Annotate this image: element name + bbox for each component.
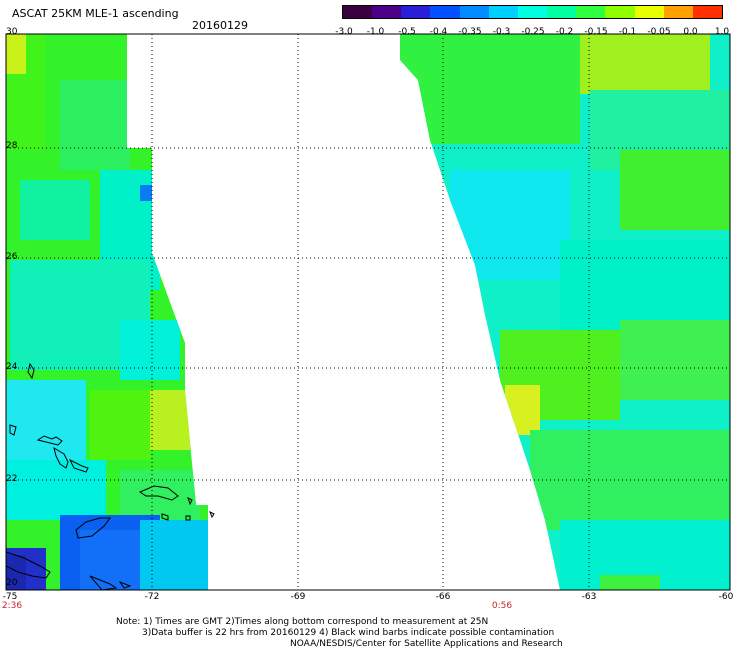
colorbar-tick-label: -0.15 — [584, 27, 608, 37]
colorbar-segment — [517, 6, 548, 18]
footnote-line-2: 3)Data buffer is 22 hrs from 20160129 4)… — [142, 628, 555, 638]
lat-label-30: 30 — [6, 27, 18, 37]
footnotes: Note: 1) Times are GMT 2)Times along bot… — [116, 617, 563, 650]
lat-label-20: 20 — [6, 578, 18, 588]
colorbar-segment — [663, 6, 693, 18]
lon-label-66: -66 — [435, 592, 451, 602]
colorbar-segment — [343, 6, 373, 18]
colorbar-tick-label: -0.05 — [647, 27, 671, 37]
colorbar-segment — [372, 6, 402, 18]
lon-label-63: -63 — [581, 592, 597, 602]
map-title: ASCAT 25KM MLE-1 ascending — [12, 7, 179, 20]
colorbar-segment — [459, 6, 489, 18]
colorbar-segment — [488, 6, 518, 18]
footnote-line-3: NOAA/NESDIS/Center for Satellite Applica… — [290, 639, 563, 649]
lon-label-75: -75 — [2, 592, 18, 602]
colorbar-tick-label: -3.0 — [335, 27, 353, 37]
map-date: 20160129 — [192, 19, 248, 32]
colorbar-tick-label: 1.0 — [714, 27, 730, 37]
time-label-left: 2:36 — [1, 601, 23, 611]
colorbar-tick-label: -0.5 — [398, 27, 416, 37]
lat-label-28: 28 — [6, 141, 18, 151]
colorbar-segment — [692, 6, 722, 18]
lon-label-72: -72 — [144, 592, 160, 602]
right-swath — [400, 34, 730, 590]
colorbar-tick-label: -0.35 — [458, 27, 482, 37]
colorbar-tick-label: -0.2 — [555, 27, 574, 37]
colorbar — [342, 5, 723, 19]
lon-label-60: -60 — [718, 592, 734, 602]
colorbar-segment — [605, 6, 635, 18]
lat-label-24: 24 — [6, 362, 18, 372]
colorbar-tick-label: -0.3 — [492, 27, 511, 37]
left-swath — [6, 34, 208, 590]
time-label-right: 0:56 — [491, 601, 513, 611]
coastlines — [5, 362, 215, 591]
colorbar-tick-label: -1.0 — [366, 27, 385, 37]
colorbar-tick-label: 0.0 — [683, 27, 698, 37]
lat-label-22: 22 — [6, 474, 18, 484]
colorbar-tick-label: -0.25 — [521, 27, 545, 37]
lat-label-26: 26 — [6, 252, 18, 262]
colorbar-segment — [576, 6, 606, 18]
colorbar-tick-label: -0.4 — [429, 27, 448, 37]
footnote-line-1: Note: 1) Times are GMT 2)Times along bot… — [116, 617, 489, 627]
colorbar-segment — [430, 6, 460, 18]
lon-label-69: -69 — [290, 592, 306, 602]
colorbar-segment — [401, 6, 431, 18]
map-frame — [5, 33, 731, 591]
colorbar-labels: -3.0 -1.0 -0.5 -0.4 -0.35 -0.3 -0.25 -0.2 -0.15-… — [332, 27, 732, 39]
colorbar-tick-label: -0.1 — [618, 27, 637, 37]
colorbar-segment — [634, 6, 664, 18]
colorbar-segment — [547, 6, 577, 18]
